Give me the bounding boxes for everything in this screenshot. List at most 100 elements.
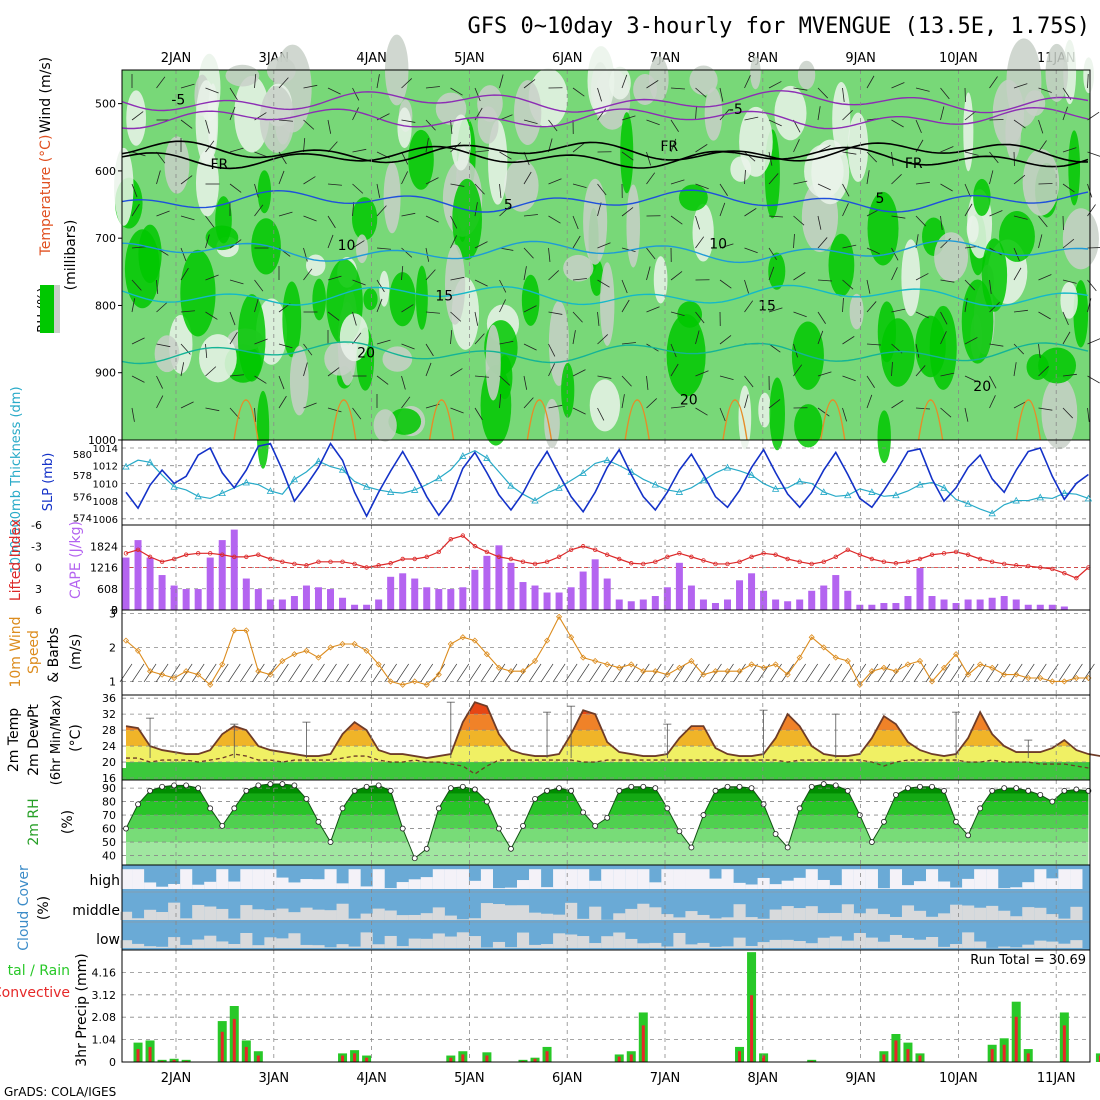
- wind-barb: [695, 311, 705, 324]
- wind-barb: [842, 87, 845, 102]
- rh-point: [1001, 785, 1008, 791]
- ylabel-slp: SLP (mb): [41, 453, 56, 512]
- wind-barb-10m: [480, 663, 494, 683]
- wind-barb: [327, 183, 342, 186]
- wind-barb: [474, 241, 488, 249]
- wind-barb-10m: [985, 663, 999, 683]
- wind-barb: [474, 407, 483, 421]
- rh-patch: [114, 147, 134, 226]
- cape-bar: [567, 587, 575, 610]
- wind-barb: [254, 338, 268, 345]
- rh-point: [893, 791, 899, 798]
- wind-barb: [278, 343, 293, 349]
- cloud-cell: [360, 932, 373, 948]
- cloud-cell: [974, 907, 987, 920]
- temp-tick-label: 32: [102, 708, 116, 721]
- contour-label: FR: [210, 157, 228, 173]
- cloud-cell: [625, 938, 638, 948]
- rh-patch: [251, 218, 281, 275]
- rh-patch: [256, 390, 270, 469]
- wind-barb: [303, 84, 318, 89]
- wind-speed-point: [989, 664, 996, 671]
- thickness-tick-label: 574: [73, 514, 92, 525]
- cloud-cell: [192, 905, 205, 920]
- cloud-cell: [637, 869, 650, 889]
- cape-bar: [459, 587, 467, 610]
- wind-barb: [940, 311, 948, 325]
- rh-point: [375, 782, 382, 789]
- rh-patch: [794, 404, 823, 448]
- wind-barb: [205, 366, 217, 377]
- wind-barb: [940, 372, 955, 377]
- cloud-cell: [541, 887, 554, 889]
- precip-conv-bar: [160, 1060, 164, 1062]
- wind-barb: [523, 214, 538, 217]
- wind-barb: [572, 330, 576, 345]
- wind-speed-point: [940, 664, 948, 671]
- rh-patch: [544, 398, 560, 449]
- cape-bar: [976, 599, 984, 610]
- precip-conv-bar: [256, 1055, 260, 1062]
- wind-speed-point: [796, 654, 803, 661]
- rh-patch: [351, 197, 378, 241]
- wind-barb: [719, 87, 724, 102]
- wind-barb-10m: [252, 663, 265, 683]
- rh-point: [965, 832, 971, 839]
- li-point: [1074, 575, 1079, 581]
- wind-barb-10m: [143, 663, 157, 683]
- wind-barb: [621, 279, 628, 294]
- cloud-cell: [204, 906, 217, 920]
- rh-patch: [1083, 57, 1094, 94]
- wind-barb: [1013, 174, 1026, 185]
- wind-barb-10m: [961, 663, 975, 683]
- wind-barb-10m: [721, 663, 734, 683]
- cloud-cell: [865, 937, 878, 948]
- wind-barb: [401, 119, 416, 123]
- cape-bar: [182, 589, 190, 610]
- cloud-cell: [926, 916, 939, 920]
- cape-bar: [339, 597, 347, 610]
- contour-label: 5: [876, 191, 885, 207]
- wind-barb-10m: [901, 663, 915, 683]
- wind-barb-10m: [456, 663, 470, 683]
- cape-bar: [928, 596, 936, 610]
- li-point: [352, 561, 357, 567]
- cape-bar: [1048, 604, 1056, 610]
- wind-barb: [793, 215, 805, 226]
- wind-barb-10m: [649, 663, 662, 683]
- rh-patch: [450, 114, 471, 171]
- wind-barb: [425, 311, 440, 314]
- wind-barb-10m: [396, 663, 409, 683]
- rh-patch: [704, 87, 723, 141]
- wind-barb-10m: [564, 663, 578, 683]
- wind-speed-point: [519, 668, 527, 675]
- ylabel-cloud-units: (%): [36, 896, 52, 920]
- wind-barb-10m: [600, 663, 614, 683]
- wind-barb-10m: [336, 663, 349, 683]
- cloud-row-label: middle: [72, 903, 120, 919]
- rh-patch: [356, 234, 369, 264]
- slp-tick-label: 1008: [93, 497, 118, 508]
- cape-bar: [687, 585, 695, 610]
- cloud-cell: [492, 888, 506, 889]
- rh-band: [126, 842, 1089, 865]
- rh-point: [387, 787, 394, 794]
- cape-bar: [543, 592, 551, 610]
- wind-barb: [376, 183, 381, 198]
- rh-point: [171, 782, 178, 789]
- wind-barb: [523, 343, 537, 351]
- rh-patch: [999, 211, 1035, 262]
- contour-label: 15: [758, 298, 776, 314]
- wind-barb: [474, 202, 478, 217]
- wind-barb: [229, 374, 244, 377]
- temp-band-base: [122, 768, 1090, 780]
- cloud-cell: [649, 882, 662, 889]
- cloud-cell: [252, 869, 265, 889]
- cape-tick-label: 1216: [90, 562, 118, 575]
- wind-speed-point: [772, 661, 779, 668]
- rh-patch: [237, 294, 266, 382]
- wind-barb-10m: [889, 663, 903, 683]
- cloud-cell: [877, 888, 890, 889]
- wind-barb: [205, 311, 218, 320]
